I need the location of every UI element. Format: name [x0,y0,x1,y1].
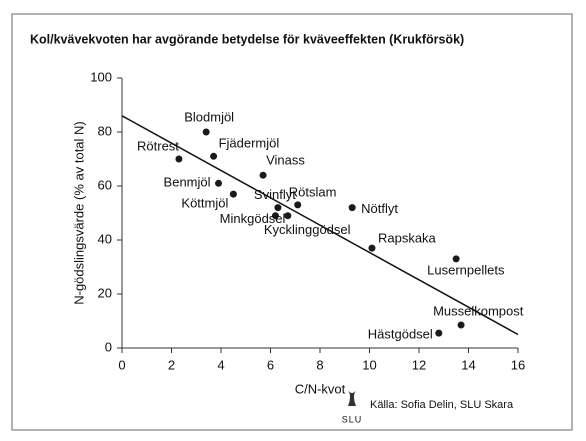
point [435,329,443,337]
x-tick-label: 10 [362,357,376,372]
chart-title: Kol/kvävekvoten har avgörande betydelse … [30,32,464,46]
point-label: Rapskaka [378,231,437,246]
point-label: Musselkompost [433,303,524,318]
slu-logo: SLU [342,390,363,424]
point-label: Rötrest [137,138,179,153]
point [284,212,292,220]
point-label: Köttmjöl [181,196,228,211]
point [274,204,282,212]
trendline [121,115,519,336]
source: Källa: Sofia Delin, SLU Skara [370,399,514,411]
logo-icon [348,390,356,406]
y-tick-label: 20 [98,285,112,300]
slide-frame [11,13,573,431]
x-tick-label: 0 [118,357,125,372]
point-label: Blodmjöl [184,109,234,124]
point [215,179,223,187]
logo-text: SLU [342,414,363,424]
point [457,321,465,329]
point-label: Fjädermjöl [219,136,280,151]
y-tick-label: 60 [98,177,112,192]
point-label: Vinass [266,153,305,168]
point [202,128,210,136]
point [229,190,237,198]
point [175,155,183,163]
y-tick-label: 80 [98,123,112,138]
point-label: Nötflyt [361,201,398,216]
point-label: Hästgödsel [368,327,433,342]
y-tick-label: 100 [90,69,112,84]
x-axis-label: C/N-kvot [295,381,346,396]
y-axis-label: N-gödslingsvärde (% av total N) [71,121,86,305]
point [348,204,356,212]
point [210,152,218,160]
y-tick-label: 40 [98,231,112,246]
point [259,171,267,179]
point [452,255,460,263]
point [271,212,279,220]
x-tick-label: 8 [316,357,323,372]
point [368,244,376,252]
x-tick-label: 4 [217,357,224,372]
x-tick-label: 16 [511,357,525,372]
x-tick-label: 12 [412,357,426,372]
point [294,201,302,209]
point-label: Rötslam [289,184,337,199]
point-label: Svinflyt [254,187,296,202]
y-tick-label: 0 [105,339,112,354]
point-label: Benmjöl [164,175,211,190]
point-label: Lusernpellets [427,262,505,277]
point-label: Kycklinggödsel [264,222,351,237]
point-label: Minkgödsel [220,211,286,226]
x-tick-label: 14 [461,357,475,372]
x-tick-label: 2 [168,357,175,372]
x-tick-label: 6 [267,357,274,372]
